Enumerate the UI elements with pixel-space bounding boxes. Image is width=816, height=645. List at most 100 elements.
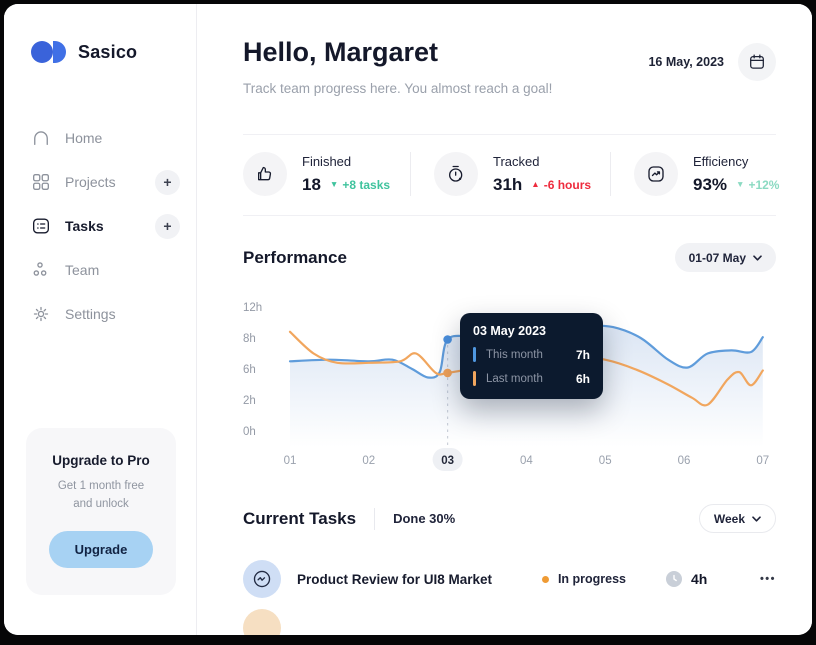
tooltip-row-last-month: Last month 6h [473,371,590,386]
page-subtitle: Track team progress here. You almost rea… [243,81,553,96]
task-avatar-partial [243,609,281,635]
sidebar-item-home[interactable]: Home [4,116,196,160]
sidebar-item-tasks[interactable]: Tasks + [4,204,196,248]
svg-text:8h: 8h [243,333,256,345]
week-dropdown[interactable]: Week [698,504,776,533]
grid-icon [33,174,50,191]
page-title: Hello, Margaret [243,37,439,67]
svg-text:12h: 12h [243,302,262,314]
date-range-label: 01-07 May [688,250,746,265]
sidebar-item-label: Team [65,262,100,278]
series-color-bar [473,347,476,362]
sidebar-item-label: Home [65,130,103,146]
stat-label: Tracked [493,153,540,169]
more-options-button[interactable]: ••• [759,573,776,585]
svg-text:05: 05 [599,455,612,467]
tooltip-series-value: 7h [575,347,590,362]
upgrade-title: Upgrade to Pro [52,453,150,469]
tooltip-series-value: 6h [575,371,590,386]
upgrade-card: Upgrade to Pro Get 1 month free and unlo… [26,428,176,595]
activity-icon [253,570,271,588]
task-title: Product Review for UI8 Market [297,571,493,587]
svg-text:02: 02 [362,455,375,467]
calendar-button[interactable] [738,43,776,81]
time-text: 4h [690,571,708,587]
performance-title: Performance [243,247,347,267]
upgrade-description: Get 1 month free and unlock [34,478,168,514]
tooltip-title: 03 May 2023 [473,324,546,338]
sidebar-nav: Home Projects + Tasks + Team Settings [4,116,196,336]
upgrade-line1: Get 1 month free [57,480,145,493]
upgrade-button[interactable]: Upgrade [48,531,154,568]
series-color-bar [473,371,476,386]
svg-text:07: 07 [756,455,769,467]
upgrade-line2: and unlock [73,498,129,511]
tooltip-series-label: Last month [486,372,543,385]
triangle-down-icon: ▼ [736,179,745,190]
page-header: Hello, Margaret Track team progress here… [243,4,776,96]
svg-text:0h: 0h [243,426,256,438]
svg-text:6h: 6h [243,364,256,376]
done-percentage: Done 30% [393,511,456,526]
current-tasks-title: Current Tasks [243,508,357,528]
stat-value: 31h [493,174,523,194]
svg-text:03: 03 [441,455,454,467]
week-label: Week [713,511,745,526]
sidebar-item-label: Tasks [65,218,104,234]
logo-icon [31,41,67,63]
stat-value: 93% [693,174,728,194]
logo[interactable]: Sasico [31,41,196,63]
stat-tracked: Tracked 31h ▲ -6 hours [410,152,610,196]
chevron-down-icon [753,254,762,261]
date-widget: 16 May, 2023 [648,43,776,81]
performance-section: Performance 01-07 May 12h 8h 6h 2h 0h 01 02 03 0… [243,243,776,473]
logo-text: Sasico [78,41,138,62]
sidebar-item-settings[interactable]: Settings [4,292,196,336]
performance-chart-area: 12h 8h 6h 2h 0h 01 02 03 04 05 06 07 03 May 2023 Th… [243,295,776,473]
stat-trend: ▼ +12% [736,178,779,192]
status-dot-icon [541,575,549,583]
settings-icon [33,306,49,322]
task-row[interactable]: Product Review for UI8 Market In progres… [243,560,776,598]
sidebar-item-projects[interactable]: Projects + [4,160,196,204]
date-range-dropdown[interactable]: 01-07 May [674,243,776,272]
status-text: In progress [557,572,627,586]
timer-icon [434,152,478,196]
stat-label: Efficiency [693,153,749,169]
task-time: 4h [665,571,760,587]
task-avatar [243,560,281,598]
stats-row: Finished 18 ▼ +8 tasks Tracked [243,134,779,216]
calendar-icon [750,54,764,69]
sidebar-item-label: Projects [65,174,116,190]
stat-finished: Finished 18 ▼ +8 tasks [243,152,410,196]
thumbs-up-icon [243,152,287,196]
stat-change: +8 tasks [342,177,391,192]
stat-efficiency: Efficiency 93% ▼ +12% [610,152,779,196]
svg-text:06: 06 [678,455,691,467]
sidebar: Sasico Home Projects + Tasks + Team [4,4,197,635]
triangle-down-icon: ▼ [329,179,339,190]
current-date: 16 May, 2023 [648,55,724,69]
stat-change: -6 hours [543,177,592,192]
svg-text:01: 01 [284,455,297,467]
stat-trend: ▼ +8 tasks [330,178,390,192]
tooltip-series-label: This month [486,348,543,361]
tasks-icon [33,218,50,234]
stat-change: +12% [748,177,780,192]
sidebar-item-team[interactable]: Team [4,248,196,292]
team-icon [33,262,47,276]
task-status: In progress [541,572,666,586]
trend-icon [634,152,678,196]
add-project-button[interactable]: + [155,169,180,195]
main-content: Hello, Margaret Track team progress here… [197,4,812,635]
stat-value: 18 [302,174,321,194]
home-icon [34,131,48,145]
svg-text:2h: 2h [243,395,256,407]
stat-label: Finished [302,153,352,169]
clock-icon [665,571,682,587]
app-window: Sasico Home Projects + Tasks + Team [4,4,812,635]
stat-trend: ▲ -6 hours [531,178,591,192]
svg-text:04: 04 [520,455,533,467]
add-task-button[interactable]: + [155,213,180,239]
sidebar-item-label: Settings [65,306,116,322]
